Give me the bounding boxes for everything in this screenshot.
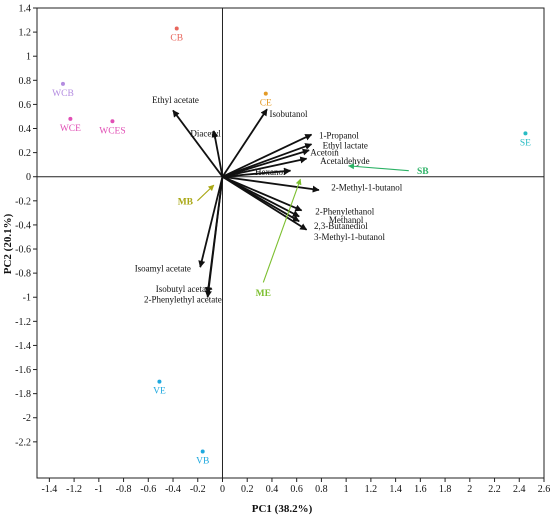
y-tick-label: 0.8 [19, 76, 32, 87]
y-tick-label: -1.6 [15, 365, 31, 376]
y-tick-label: -1.2 [15, 317, 31, 328]
y-tick-label: -0.8 [15, 269, 31, 280]
loading-label: 1-Propanol [319, 131, 359, 141]
score-label: WCES [99, 126, 125, 136]
x-tick-label: 1 [344, 484, 349, 495]
loading-label: Ethyl acetate [152, 95, 199, 105]
x-tick-label: 0.8 [315, 484, 328, 495]
y-tick-label: -1.4 [15, 341, 31, 352]
score-point [157, 379, 162, 384]
loading-label: 2-Phenylethanol [315, 207, 374, 217]
y-tick-label: -2.2 [15, 437, 31, 448]
y-tick-label: 1 [26, 52, 31, 63]
x-tick-label: 0 [220, 484, 225, 495]
loading-label: Hexanol [255, 167, 286, 177]
loading-label: Acetoin [310, 148, 339, 158]
loading-label: Diacetyl [190, 128, 221, 138]
loading-arrow [222, 175, 308, 231]
scores-layer: CB WCB WCE WCES CE SE VE VB [52, 26, 531, 466]
x-axis-title: PC1 (38.2%) [252, 503, 313, 515]
score-arrow [348, 163, 409, 172]
x-tick-label: -1.4 [41, 484, 57, 495]
loading-arrow [222, 175, 320, 193]
score-label: WCB [52, 89, 74, 99]
x-tick-label: 1.8 [439, 484, 452, 495]
score-label: VE [153, 387, 166, 397]
loading-arrow [222, 148, 310, 178]
score-label: CE [260, 99, 272, 109]
loadings-layer: Ethyl acetate Diacetyl Isobutanol 1-Propano… [135, 95, 403, 305]
y-tick-label: -1 [23, 293, 31, 304]
score-label: VB [196, 456, 209, 466]
x-tick-label: -0.4 [165, 484, 181, 495]
loading-arrow [172, 109, 224, 178]
y-tick-label: -0.2 [15, 196, 31, 207]
score-label: WCE [60, 124, 81, 134]
score-point [523, 131, 528, 136]
x-tick-label: 0.6 [290, 484, 303, 495]
ticks-layer: -1.4 -1.2 -1 -0.8 -0.6 -0.4 -0.2 0 0.2 0.4 0.6 0.8 1… [15, 4, 550, 496]
y-tick-label: 1.2 [19, 28, 32, 39]
x-tick-label: 0.2 [241, 484, 254, 495]
x-tick-label: 2.4 [513, 484, 526, 495]
loading-arrow [222, 175, 303, 212]
y-tick-label: 0.6 [19, 100, 32, 111]
y-tick-label: -1.8 [15, 389, 31, 400]
x-tick-label: 0.4 [266, 484, 279, 495]
plot-area-frame [36, 7, 545, 479]
loading-arrow [221, 108, 268, 178]
y-tick-label: -2 [23, 413, 31, 424]
loading-label: Isobutanol [269, 109, 307, 119]
score-arrow-label: ME [256, 289, 271, 299]
loading-arrow [222, 133, 313, 178]
score-point [200, 449, 205, 454]
loading-label: 2,3-Butanediol [314, 221, 368, 231]
y-tick-label: -0.4 [15, 220, 31, 231]
loading-label: 2-Phenylethyl acetate [144, 295, 222, 305]
score-point [60, 81, 65, 86]
x-tick-label: 1.2 [365, 484, 378, 495]
loading-label: Ethyl lactate [323, 140, 368, 150]
score-point [110, 119, 115, 124]
y-tick-label: 1.4 [19, 4, 32, 15]
score-label: CB [170, 33, 183, 43]
x-tick-label: 1.6 [414, 484, 427, 495]
x-tick-label: -0.6 [140, 484, 156, 495]
loading-arrow [222, 156, 308, 178]
loading-label: Methanol [329, 215, 364, 225]
x-tick-label: 2.6 [538, 484, 550, 495]
x-tick-label: -1 [95, 484, 103, 495]
score-label: SE [520, 138, 531, 148]
x-tick-label: 2 [467, 484, 472, 495]
loading-label: 2-Methyl-1-butanol [331, 183, 402, 193]
score-arrow [262, 178, 302, 283]
x-tick-label: -1.2 [66, 484, 82, 495]
loading-label: Isobutyl acetate [156, 284, 213, 294]
x-tick-label: 2.2 [488, 484, 501, 495]
loading-arrow [204, 176, 224, 298]
x-tick-label: -0.8 [116, 484, 132, 495]
x-tick-label: -0.2 [190, 484, 206, 495]
score-arrow-label: MB [178, 197, 194, 207]
y-tick-label: 0 [26, 172, 31, 183]
score-arrow [197, 184, 215, 202]
loading-arrow [211, 130, 224, 177]
y-tick-label: -0.6 [15, 245, 31, 256]
loading-label: Isoamyl acetate [135, 263, 191, 273]
loading-arrow [198, 176, 224, 268]
loading-label: 3-Methyl-1-butanol [314, 232, 385, 242]
loading-arrow [222, 167, 292, 178]
score-point [263, 91, 268, 96]
y-tick-label: 0.4 [19, 124, 32, 135]
y-axis-title: PC2 (20.1%) [2, 213, 14, 274]
x-tick-label: 1.4 [389, 484, 402, 495]
score-arrows-layer: SB MB ME [178, 163, 429, 299]
loading-label: Acetaldehyde [320, 156, 369, 166]
score-point [68, 116, 73, 121]
y-tick-label: 0.2 [19, 148, 32, 159]
axes-layer [37, 8, 544, 478]
score-arrow-label: SB [417, 167, 429, 177]
score-point [174, 26, 179, 31]
